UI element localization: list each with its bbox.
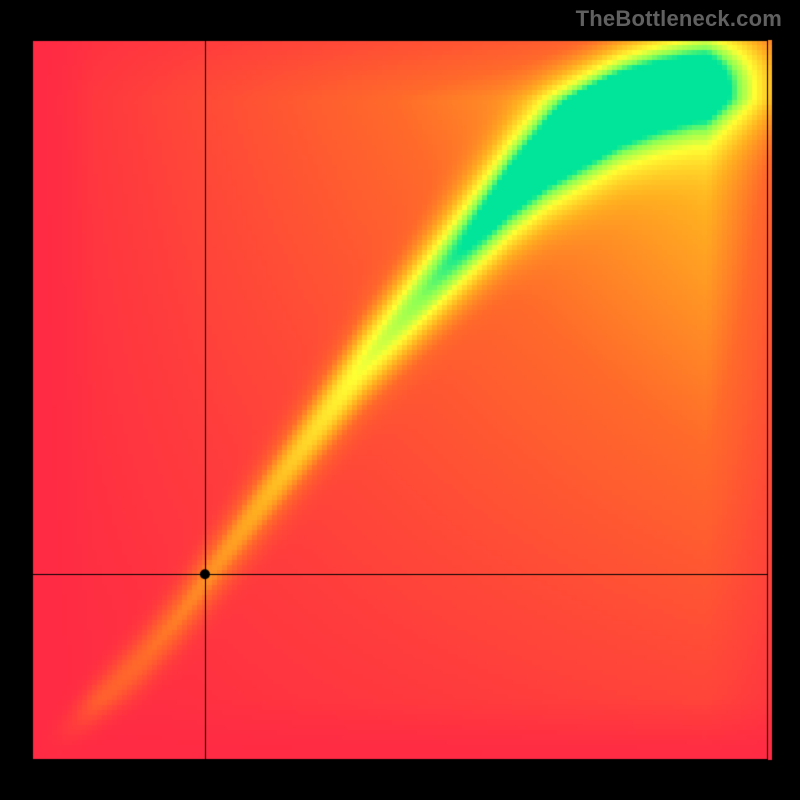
- chart-container: TheBottleneck.com: [0, 0, 800, 800]
- watermark-text: TheBottleneck.com: [576, 6, 782, 32]
- bottleneck-heatmap: [0, 0, 800, 800]
